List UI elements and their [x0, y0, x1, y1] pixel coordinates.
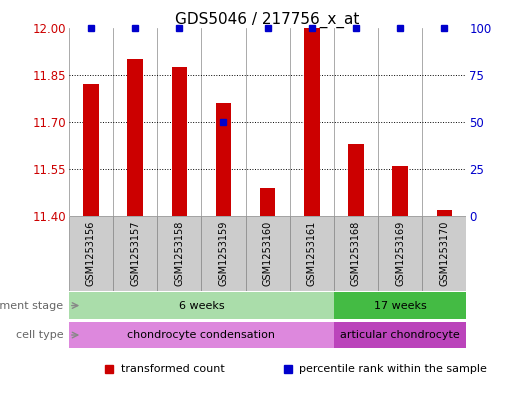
Bar [69, 216, 113, 291]
Text: GSM1253157: GSM1253157 [130, 221, 140, 286]
Text: articular chondrocyte: articular chondrocyte [340, 330, 460, 340]
Bar [334, 322, 466, 348]
Bar [172, 67, 187, 216]
Bar [392, 166, 408, 216]
Text: GSM1253158: GSM1253158 [174, 221, 184, 286]
Bar [260, 188, 276, 216]
Bar [127, 59, 143, 216]
Text: cell type: cell type [16, 330, 64, 340]
Bar [378, 216, 422, 291]
Text: GSM1253160: GSM1253160 [263, 221, 272, 286]
Text: development stage: development stage [0, 301, 64, 310]
Text: GSM1253168: GSM1253168 [351, 221, 361, 286]
Bar [348, 144, 364, 216]
Bar [201, 216, 245, 291]
Bar [334, 292, 466, 319]
Title: GDS5046 / 217756_x_at: GDS5046 / 217756_x_at [175, 11, 360, 28]
Bar [437, 210, 452, 216]
Bar [334, 216, 378, 291]
Bar [245, 216, 290, 291]
Text: 6 weeks: 6 weeks [179, 301, 224, 310]
Text: GSM1253159: GSM1253159 [218, 221, 228, 286]
Text: chondrocyte condensation: chondrocyte condensation [127, 330, 276, 340]
Text: GSM1253169: GSM1253169 [395, 221, 405, 286]
Bar [69, 292, 334, 319]
Text: percentile rank within the sample: percentile rank within the sample [299, 364, 487, 375]
Bar [290, 216, 334, 291]
Text: 17 weeks: 17 weeks [374, 301, 427, 310]
Bar [83, 84, 99, 216]
Text: transformed count: transformed count [121, 364, 224, 375]
Bar [157, 216, 201, 291]
Bar [304, 28, 320, 216]
Bar [69, 322, 334, 348]
Bar [422, 216, 466, 291]
Text: GSM1253161: GSM1253161 [307, 221, 317, 286]
Text: GSM1253170: GSM1253170 [439, 221, 449, 286]
Bar [216, 103, 231, 216]
Bar [113, 216, 157, 291]
Text: GSM1253156: GSM1253156 [86, 221, 96, 286]
